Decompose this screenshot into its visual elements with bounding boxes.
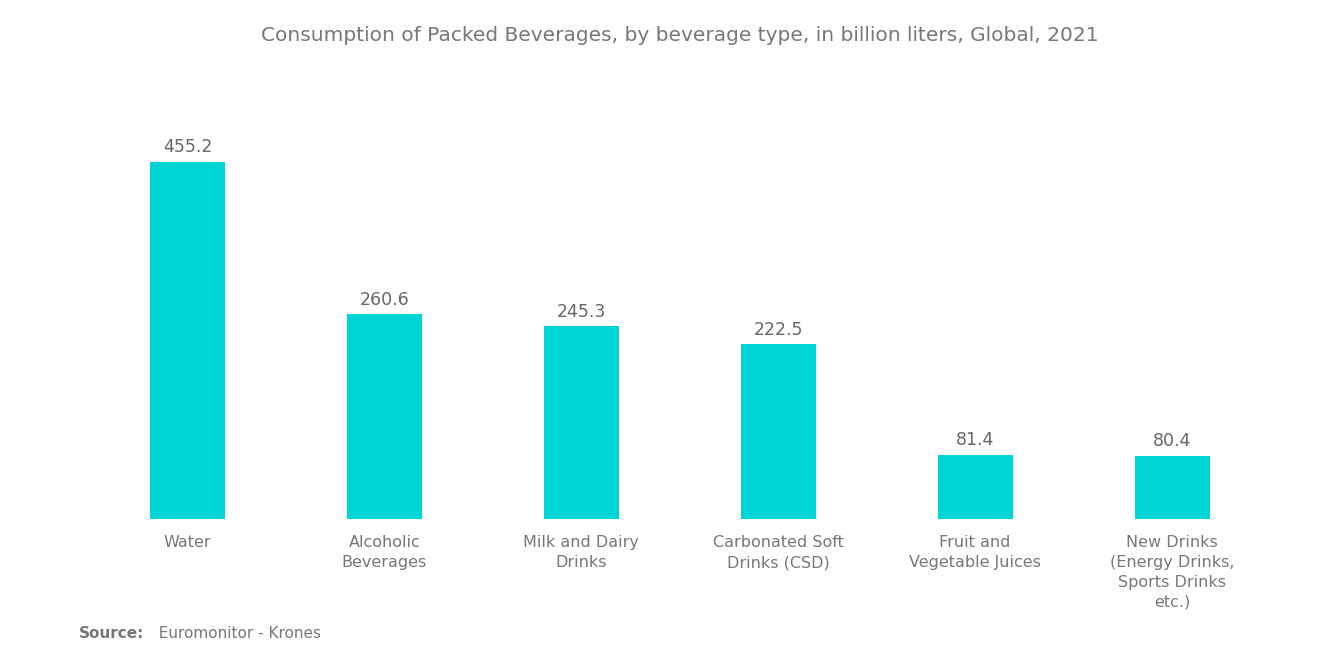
Text: 245.3: 245.3 [557, 303, 606, 321]
Bar [347, 315, 422, 519]
Text: Source:: Source: [79, 626, 145, 642]
Bar [937, 455, 1012, 519]
Text: 455.2: 455.2 [162, 138, 213, 156]
Text: 81.4: 81.4 [956, 432, 994, 450]
Bar [1135, 456, 1209, 519]
Text: 260.6: 260.6 [359, 291, 409, 309]
Text: 222.5: 222.5 [754, 321, 803, 339]
Text: Euromonitor - Krones: Euromonitor - Krones [149, 626, 321, 642]
Bar [150, 162, 224, 519]
Text: 80.4: 80.4 [1152, 432, 1191, 450]
Title: Consumption of Packed Beverages, by beverage type, in billion liters, Global, 20: Consumption of Packed Beverages, by beve… [261, 26, 1098, 45]
Bar [544, 327, 619, 519]
Bar [741, 344, 816, 519]
